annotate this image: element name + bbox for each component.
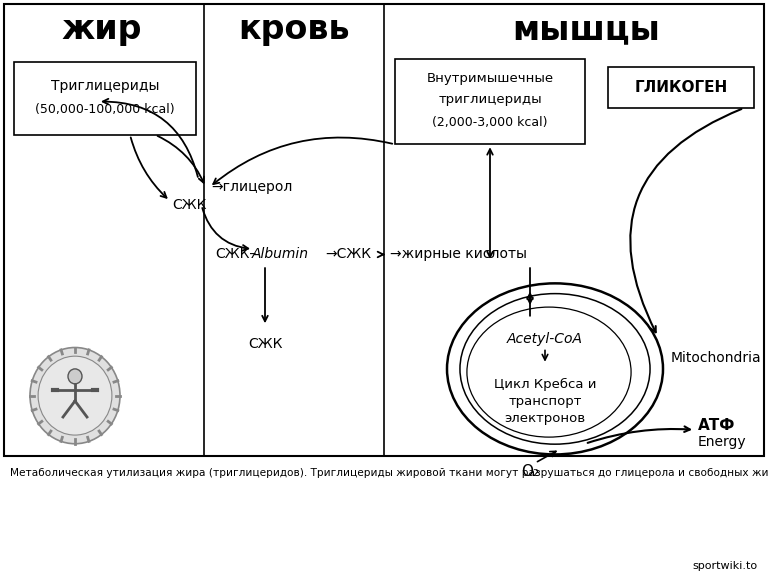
Text: СЖК–: СЖК– [215, 247, 257, 261]
FancyBboxPatch shape [608, 68, 754, 108]
Circle shape [30, 347, 120, 443]
Text: Метаболическая утилизация жира (триглицеридов). Триглицериды жировой ткани могут: Метаболическая утилизация жира (триглице… [10, 468, 768, 478]
Text: (2,000-3,000 kcal): (2,000-3,000 kcal) [432, 116, 548, 129]
Ellipse shape [460, 293, 650, 444]
Text: жир: жир [61, 13, 142, 47]
Text: (50,000-100,000 kcal): (50,000-100,000 kcal) [35, 102, 175, 116]
Circle shape [38, 356, 112, 435]
Text: sportwiki.to: sportwiki.to [693, 561, 758, 571]
FancyBboxPatch shape [14, 62, 196, 134]
Ellipse shape [467, 307, 631, 437]
Text: →жирные кислоты: →жирные кислоты [390, 247, 527, 261]
Text: АТФ: АТФ [698, 418, 736, 433]
Text: Acetyl-CoA: Acetyl-CoA [507, 332, 583, 346]
Text: Energy: Energy [698, 435, 746, 449]
Text: Внутримышечные: Внутримышечные [426, 72, 554, 84]
Text: мышцы: мышцы [512, 13, 660, 47]
Circle shape [68, 369, 82, 384]
Text: Цикл Кребса и
транспорт
электронов: Цикл Кребса и транспорт электронов [494, 378, 596, 424]
Text: ГЛИКОГЕН: ГЛИКОГЕН [634, 80, 727, 95]
FancyBboxPatch shape [395, 59, 585, 144]
Text: Триглицериды: Триглицериды [51, 79, 159, 93]
FancyBboxPatch shape [4, 4, 764, 456]
Text: СЖК: СЖК [248, 337, 282, 351]
Text: Mitochondria: Mitochondria [671, 351, 762, 365]
Text: O₂: O₂ [521, 464, 539, 479]
Text: Albumin: Albumin [252, 247, 309, 261]
Text: кровь: кровь [238, 13, 349, 47]
Ellipse shape [447, 283, 663, 455]
Text: СЖК: СЖК [172, 198, 207, 212]
Text: триглицериды: триглицериды [439, 93, 541, 106]
Text: →глицерол: →глицерол [211, 180, 293, 194]
Text: →СЖК: →СЖК [325, 247, 371, 261]
